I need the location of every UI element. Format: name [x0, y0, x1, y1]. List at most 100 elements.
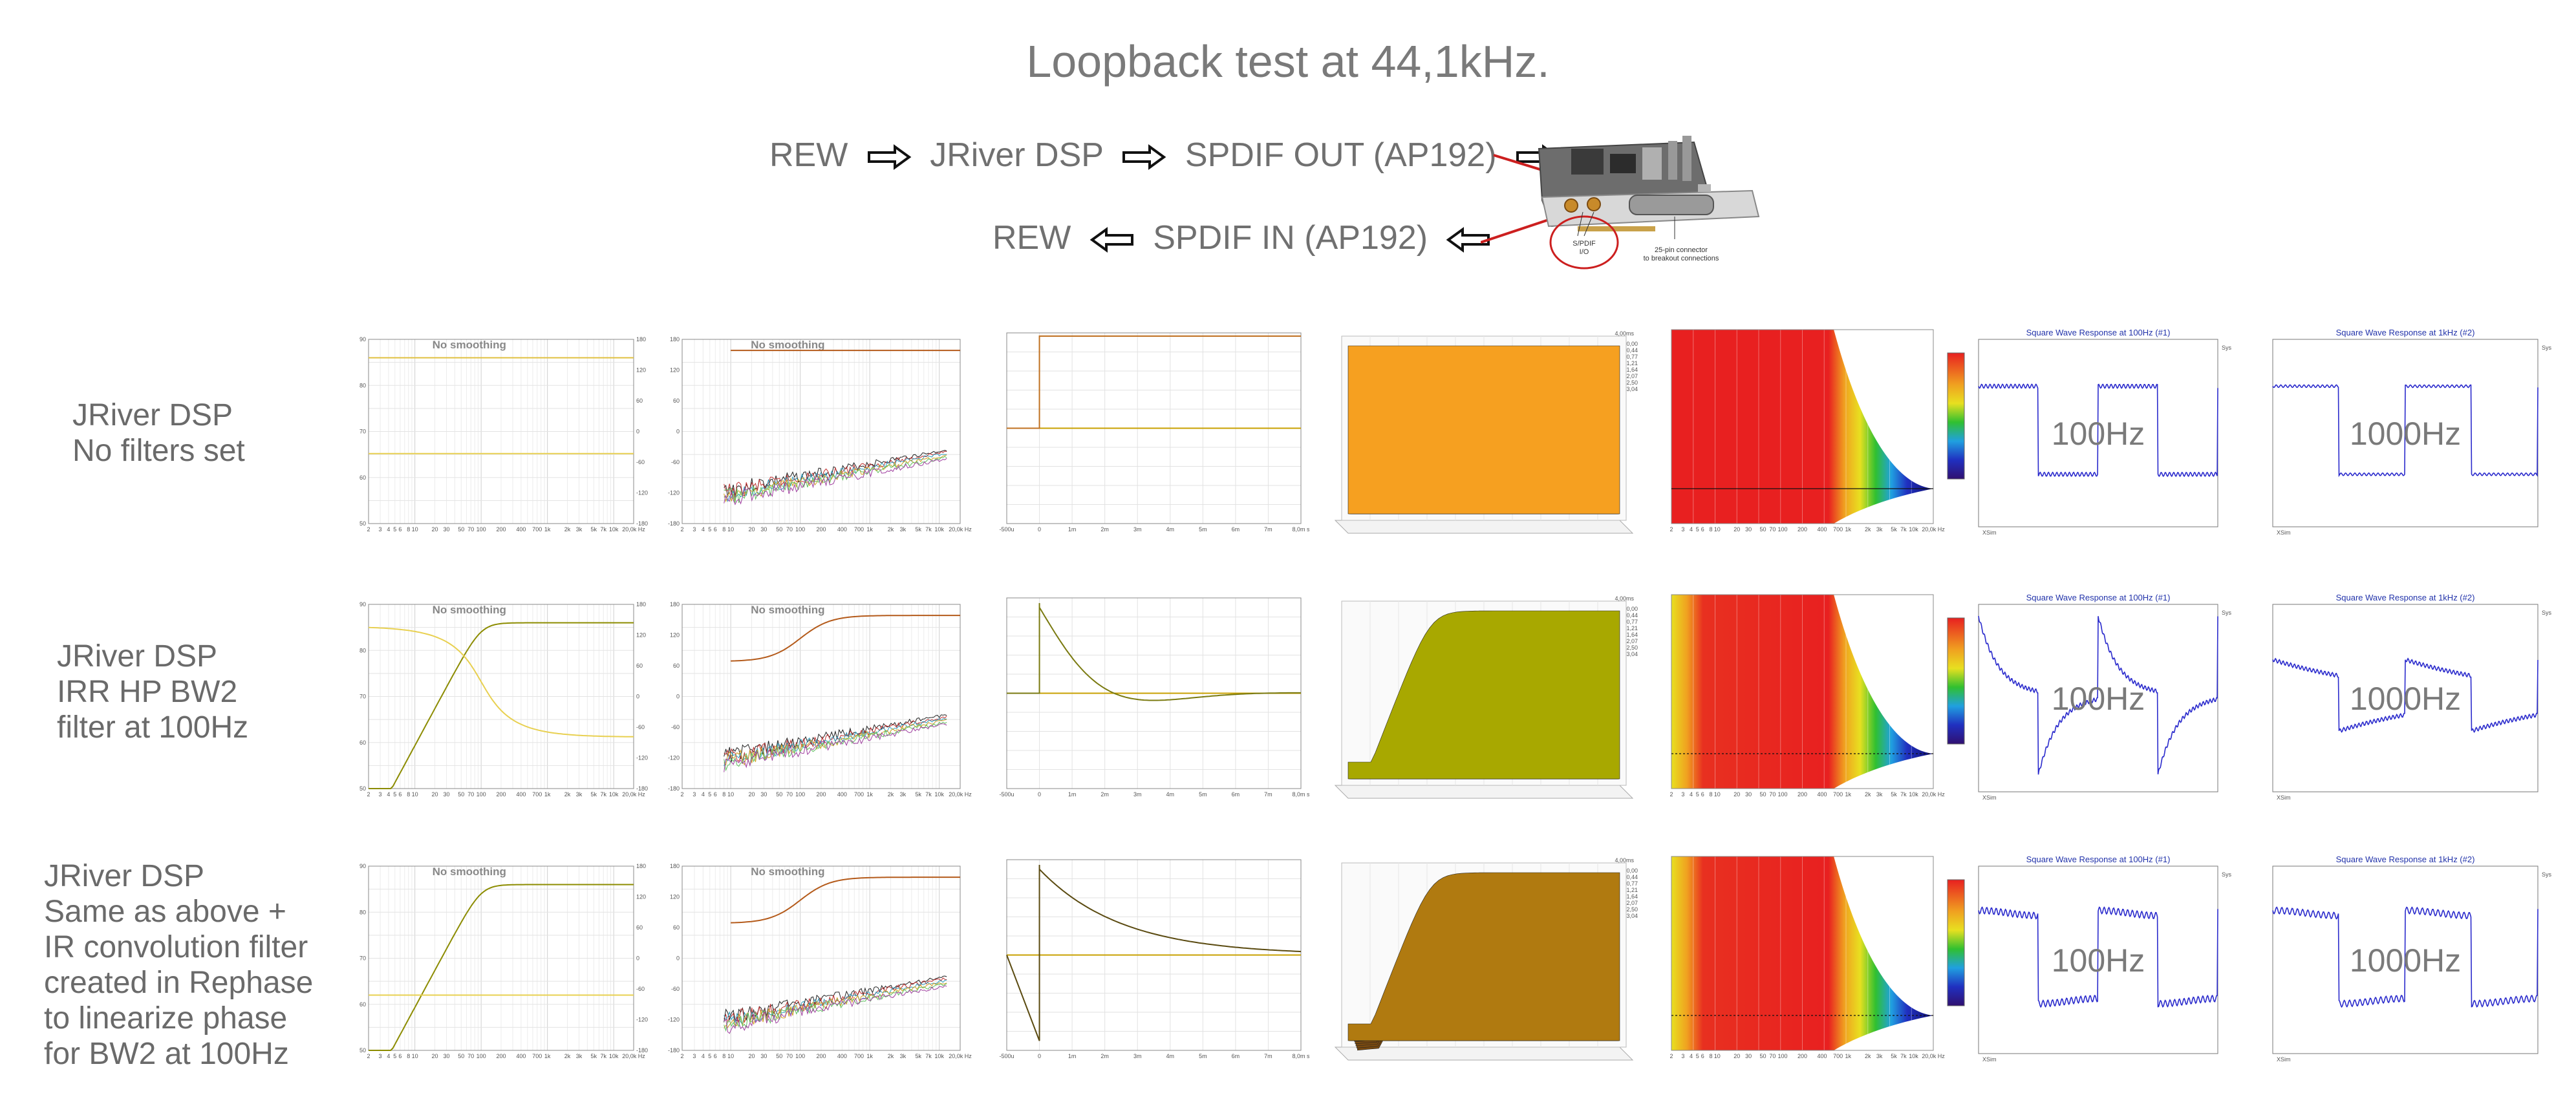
freq-tick-label: 100 [477, 526, 486, 533]
freq-tick-label: 5 [1696, 791, 1699, 798]
grid-lines [1671, 594, 1934, 789]
plot-frame [682, 339, 961, 524]
smoothing-label: No smoothing [433, 865, 506, 878]
waterfall-slice-label: 1,64 [1626, 893, 1638, 900]
spl-tick-label: 60 [360, 1001, 366, 1008]
freq-tick-label: 7k [1900, 791, 1907, 798]
freq-tick-label: 2 [367, 791, 370, 798]
ir-chart: -500u 0 1m 2m 3m 4m 5m 6m 7m 8,0m s [999, 859, 1309, 1059]
freq-tick-label: 30 [1745, 791, 1752, 798]
phase-tick-label: -60 [636, 724, 645, 730]
freq-tick-label: 4 [387, 1053, 390, 1059]
phase-panel: 180 120 60 0 -60 -120 -180 2 3 4 5 6 8 10 20 30 50 70 100 2… [666, 591, 983, 805]
freq-tick-label: 3k [1876, 1053, 1883, 1059]
freq-tick-label: 2 [367, 526, 370, 533]
spl-trace [369, 622, 634, 789]
square-wave-trace [1978, 615, 2218, 775]
spdif-io-label: I/O [1580, 248, 1589, 256]
freq-tick-label: 50 [1760, 791, 1766, 798]
freq-tick-label: 100 [477, 791, 486, 798]
time-tick-label: 7m [1264, 526, 1272, 533]
freq-tick-label: 100 [795, 1053, 805, 1059]
freq-tick-label: 200 [1798, 791, 1807, 798]
phase-tick-label: 60 [673, 398, 680, 404]
phase-tick-label: -120 [668, 755, 680, 761]
square-wave-title: Square Wave Response at 100Hz (#1) [2026, 855, 2171, 864]
signal-flow-out: REW JRiver DSP SPDIF OUT (AP192) [769, 136, 1569, 175]
freq-tick-label: 5k [916, 526, 922, 533]
freq-tick-label: 20,0k Hz [1922, 526, 1945, 533]
waterfall-slice-label: 0,44 [1626, 347, 1638, 354]
time-tick-label: 6m [1232, 791, 1240, 798]
freq-tick-label: 3 [692, 791, 696, 798]
time-tick-label: 6m [1232, 526, 1240, 533]
sq2-panel: Square Wave Response at 1kHz (#2) Sys XSim… [2270, 326, 2554, 540]
freq-tick-label: 20 [431, 791, 438, 798]
freq-tick-label: 20 [1733, 526, 1740, 533]
freq-tick-label: 4 [1690, 791, 1693, 798]
phase-tick-label: -120 [636, 490, 648, 496]
phase-tick-label: -120 [636, 755, 648, 761]
time-tick-label: 7m [1264, 1053, 1272, 1059]
phase-tick-label: -60 [636, 986, 645, 992]
freq-tick-label: 5k [591, 1053, 597, 1059]
spec-chart: 2 3 4 5 6 8 10 20 30 50 70 100 200 400 700 1k 2k 3k 5k 7k 10… [1669, 856, 1965, 1059]
phase-tick-label: 0 [676, 955, 680, 962]
freq-tick-label: 10k [934, 1053, 944, 1059]
freq-tick-label: 200 [816, 526, 826, 533]
freq-tick-label: 200 [496, 791, 506, 798]
legend-label: Sys [2542, 345, 2552, 351]
flow-spdif-in: SPDIF IN (AP192) [1153, 219, 1428, 257]
signal-flow-in: REW SPDIF IN (AP192) [993, 218, 1500, 257]
phase-tick-label: 60 [673, 924, 680, 931]
time-tick-label: -500u [999, 791, 1014, 798]
freq-tick-label: 7k [925, 526, 932, 533]
time-tick-label: 2m [1100, 791, 1109, 798]
freq-tick-label: 10 [1714, 1053, 1721, 1059]
grid-lines [368, 339, 634, 524]
waterfall-slice-label: 0,00 [1626, 606, 1638, 612]
left-arrow-icon [1089, 227, 1133, 253]
freq-tick-label: 700 [1833, 526, 1843, 533]
spl-tick-label: 80 [360, 647, 366, 653]
left-arrow-icon [1446, 227, 1490, 253]
freq-tick-label: 20,0k Hz [949, 1053, 972, 1059]
freq-tick-label: 3 [379, 791, 382, 798]
time-tick-label: 8,0m s [1292, 1053, 1309, 1059]
sq1-panel: Square Wave Response at 100Hz (#1) Sys XSi… [1975, 853, 2234, 1067]
freq-tick-label: 7k [1900, 526, 1907, 533]
freq-tick-label: 5k [1891, 791, 1897, 798]
freq-tick-label: 8 [407, 526, 410, 533]
freq-tick-label: 400 [837, 1053, 847, 1059]
sq2-panel: Square Wave Response at 1kHz (#2) Sys XSim… [2270, 853, 2554, 1067]
spl-tick-label: 90 [360, 336, 366, 343]
freq-tick-label: 10 [412, 526, 418, 533]
freq-tick-label: 8 [1709, 1053, 1712, 1059]
waterfall-slice-label: 3,04 [1626, 386, 1638, 392]
waterfall-slice-label: 2,07 [1626, 373, 1638, 379]
spl-tick-label: 90 [360, 863, 366, 869]
phase-tick-label: 0 [636, 429, 639, 435]
freq-tick-label: 20,0k Hz [949, 526, 972, 533]
waterfall-slice-label: 0,77 [1626, 880, 1638, 887]
freq-tick-label: 30 [444, 1053, 450, 1059]
freq-tick-label: 1k [866, 1053, 873, 1059]
step-trace [1007, 602, 1301, 701]
freq-tick-label: 70 [467, 1053, 474, 1059]
freq-tick-label: 700 [854, 526, 864, 533]
freq-tick-label: 30 [444, 526, 450, 533]
waterfall-slice-label: 1,21 [1626, 625, 1638, 632]
freq-tick-label: 30 [760, 1053, 767, 1059]
legend-label: Sys [2222, 871, 2232, 878]
freq-tick-label: 100 [795, 791, 805, 798]
freq-tick-label: 3k [576, 526, 583, 533]
freq-tick-label: 1k [544, 1053, 551, 1059]
waterfall-time-label: 4,00ms [1615, 330, 1634, 337]
row-label-line: created in Rephase [44, 966, 314, 1000]
freq-tick-label: 10 [727, 791, 734, 798]
flow-spdif-out: SPDIF OUT (AP192) [1185, 136, 1497, 174]
phase-panel: 180 120 60 0 -60 -120 -180 2 3 4 5 6 8 10 20 30 50 70 100 2… [666, 326, 983, 540]
freq-tick-label: 10k [934, 526, 944, 533]
wf-chart: 4,00ms 0,000,440,771,211,642,072,503,04 [1334, 857, 1638, 1061]
frequency-overlay-label: 100Hz [2052, 681, 2145, 717]
